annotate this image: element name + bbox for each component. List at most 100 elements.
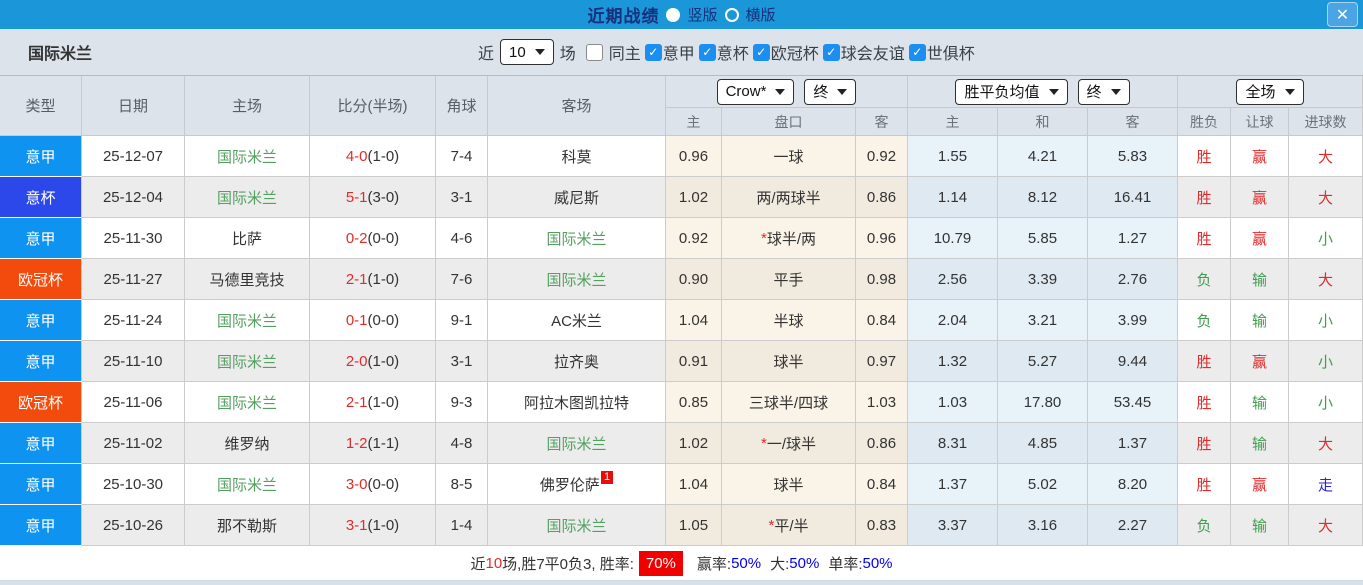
euro-away-odds: 1.37 (1088, 423, 1178, 464)
vertical-layout-radio[interactable] (666, 7, 681, 22)
asia-away-odds: 0.83 (856, 505, 908, 546)
horizontal-layout-label[interactable]: 横版 (745, 7, 776, 24)
summary-count: 10 (485, 554, 503, 572)
asia-odds-time-select[interactable]: 终 (804, 78, 857, 105)
asia-away-odds: 0.96 (856, 218, 908, 259)
filter-checkbox[interactable]: ✓ (822, 43, 840, 61)
league-badge: 意甲 (0, 136, 82, 177)
home-team: 国际米兰 (185, 300, 310, 341)
away-team: 科莫 (488, 136, 666, 177)
page-title: 近期战绩 (587, 7, 660, 26)
away-team: 国际米兰 (488, 259, 666, 300)
filter-checkbox[interactable]: ✓ (752, 43, 770, 61)
league-badge: 意甲 (0, 218, 82, 259)
asia-odds-source-select[interactable]: Crow* (716, 78, 795, 105)
check-icon: ✓ (756, 45, 767, 59)
single-rate-label: 单率: (828, 555, 863, 573)
check-icon: ✓ (826, 45, 837, 59)
result-handicap: 输 (1231, 423, 1289, 464)
scope-select[interactable]: 全场 (1236, 78, 1304, 105)
column-header-away: 客场 (488, 76, 666, 136)
away-team: 威尼斯 (488, 177, 666, 218)
result-overunder: 大 (1289, 259, 1363, 300)
filter-checkbox[interactable]: ✓ (644, 43, 662, 61)
league-badge: 意甲 (0, 341, 82, 382)
asia-handicap: * 一/球半 (722, 423, 856, 464)
red-card-badge: 1 (600, 471, 614, 484)
asia-home-odds: 1.05 (666, 505, 722, 546)
chevron-down-icon (1048, 88, 1059, 95)
result-winloss: 胜 (1178, 382, 1231, 423)
subheader-handicap: 盘口 (722, 108, 856, 136)
home-team: 比萨 (185, 218, 310, 259)
asia-home-odds: 1.02 (666, 423, 722, 464)
euro-away-odds: 1.27 (1088, 218, 1178, 259)
table-row: 欧冠杯 25-11-27 马德里竞技 2-1 (1-0) 7-6 国际米兰 0.9… (0, 259, 1363, 300)
filter-checkbox-item: ✓ 欧冠杯 (752, 40, 819, 64)
filter-checkbox[interactable] (585, 43, 603, 61)
bottom-strip (0, 580, 1363, 585)
column-header-score: 比分(半场) (310, 76, 436, 136)
table-row: 意杯 25-12-04 国际米兰 5-1 (3-0) 3-1 威尼斯 1.02 两… (0, 177, 1363, 218)
asia-away-odds: 0.84 (856, 464, 908, 505)
euro-home-odds: 1.37 (908, 464, 998, 505)
filter-checkbox[interactable]: ✓ (908, 43, 926, 61)
table-row: 意甲 25-12-07 国际米兰 4-0 (1-0) 7-4 科莫 0.96 一球… (0, 136, 1363, 177)
check-icon: ✓ (702, 45, 713, 59)
euro-draw-odds: 8.12 (998, 177, 1088, 218)
filter-checkbox-label: 欧冠杯 (770, 46, 819, 63)
close-button[interactable]: ✕ (1327, 2, 1358, 27)
result-handicap: 输 (1231, 259, 1289, 300)
table-row: 意甲 25-10-30 国际米兰 3-0 (0-0) 8-5 佛罗伦萨 1 1.04… (0, 464, 1363, 505)
match-date: 25-11-10 (82, 341, 185, 382)
match-date: 25-12-04 (82, 177, 185, 218)
filter-checkbox-item: ✓ 世俱杯 (908, 40, 975, 64)
match-date: 25-10-26 (82, 505, 185, 546)
result-handicap: 输 (1231, 505, 1289, 546)
table-row: 欧冠杯 25-11-06 国际米兰 2-1 (1-0) 9-3 阿拉木图凯拉特 0… (0, 382, 1363, 423)
check-icon: ✓ (912, 45, 923, 59)
league-badge: 意甲 (0, 300, 82, 341)
result-overunder: 大 (1289, 136, 1363, 177)
asia-away-odds: 0.84 (856, 300, 908, 341)
big-rate-value: 50% (789, 554, 820, 572)
odds-header: Crow* 终 胜平负均值 终 (666, 76, 1363, 136)
match-count-select[interactable]: 10 (500, 39, 554, 65)
asia-home-odds: 0.96 (666, 136, 722, 177)
result-winloss: 负 (1178, 259, 1231, 300)
league-badge: 意甲 (0, 423, 82, 464)
result-overunder: 大 (1289, 505, 1363, 546)
corners: 1-4 (436, 505, 488, 546)
column-header-home: 主场 (185, 76, 310, 136)
euro-away-odds: 2.27 (1088, 505, 1178, 546)
asia-handicap: 球半 (722, 341, 856, 382)
subheader-goals: 进球数 (1289, 108, 1363, 136)
euro-draw-odds: 4.85 (998, 423, 1088, 464)
europe-odds-time-select[interactable]: 终 (1077, 78, 1130, 105)
corners: 8-5 (436, 464, 488, 505)
euro-draw-odds: 3.21 (998, 300, 1088, 341)
league-badge: 欧冠杯 (0, 259, 82, 300)
league-badge: 意甲 (0, 505, 82, 546)
home-team: 国际米兰 (185, 136, 310, 177)
euro-away-odds: 8.20 (1088, 464, 1178, 505)
filter-checkbox-label: 意杯 (716, 46, 749, 63)
home-team: 马德里竞技 (185, 259, 310, 300)
asia-home-odds: 0.90 (666, 259, 722, 300)
table-body: 意甲 25-12-07 国际米兰 4-0 (1-0) 7-4 科莫 0.96 一球… (0, 136, 1363, 546)
score: 2-1 (1-0) (310, 382, 436, 423)
chevron-down-icon (1110, 88, 1121, 95)
away-team: 阿拉木图凯拉特 (488, 382, 666, 423)
result-winloss: 负 (1178, 505, 1231, 546)
chevron-down-icon (775, 88, 786, 95)
horizontal-layout-radio[interactable] (724, 7, 739, 22)
europe-odds-source-select[interactable]: 胜平负均值 (955, 78, 1068, 105)
euro-away-odds: 53.45 (1088, 382, 1178, 423)
games-label: 场 (559, 46, 576, 63)
filter-checkbox[interactable]: ✓ (698, 43, 716, 61)
result-winloss: 胜 (1178, 218, 1231, 259)
result-handicap: 赢 (1231, 177, 1289, 218)
filter-checkbox-item: 同主 (585, 40, 641, 64)
score: 3-1 (1-0) (310, 505, 436, 546)
vertical-layout-label[interactable]: 竖版 (687, 7, 718, 24)
